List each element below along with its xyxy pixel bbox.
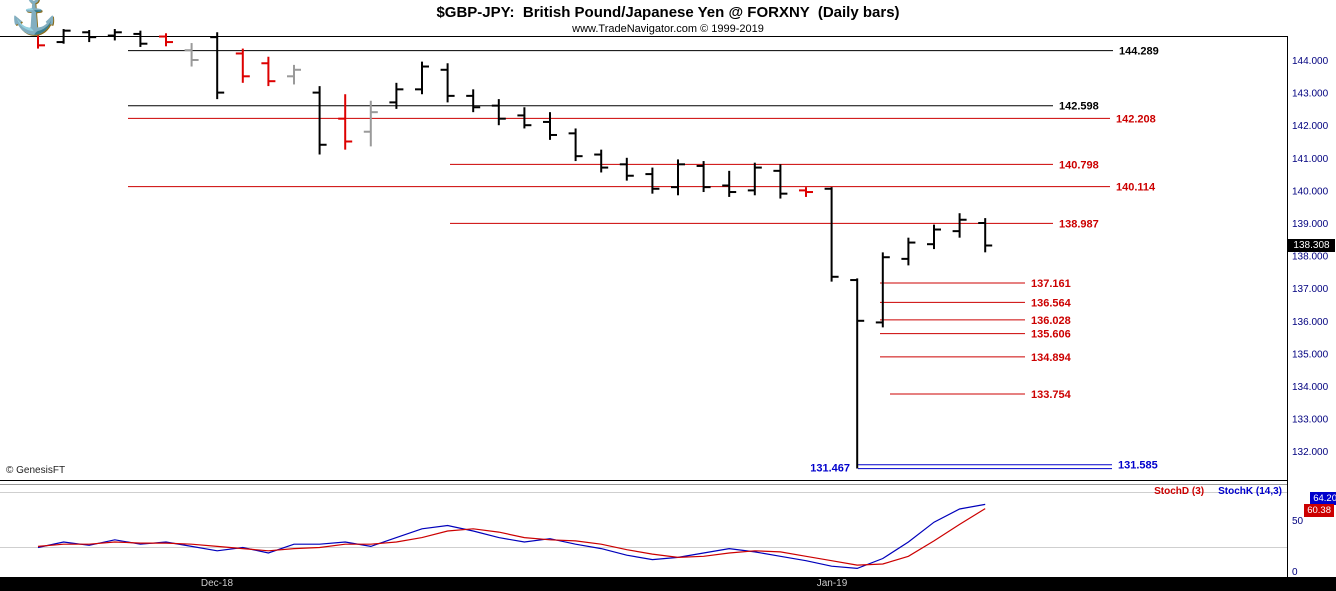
price-axis-tick-label: 139.000: [1292, 219, 1329, 230]
genesis-anchor-logo-icon[interactable]: ⚓: [10, 0, 58, 36]
chart-title: $GBP-JPY: British Pound/Japanese Yen @ F…: [436, 4, 900, 21]
price-axis-tick-label: 144.000: [1292, 56, 1329, 67]
stochd-legend-label[interactable]: StochD (3): [1154, 486, 1205, 497]
stochk-value-box: 64.20: [1310, 492, 1336, 505]
price-level-label: 142.598: [1059, 101, 1099, 113]
price-axis-tick-label: 136.000: [1292, 317, 1329, 328]
price-level-label: 140.798: [1059, 159, 1099, 171]
price-level-label: 137.161: [1031, 278, 1071, 290]
price-level-label: 136.564: [1031, 297, 1072, 309]
x-axis-label-dec18: Dec-18: [200, 578, 234, 589]
stochd-value-box: 60.38: [1304, 504, 1334, 517]
price-level-label: 136.028: [1031, 315, 1071, 327]
x-axis-label-jan19: Jan-19: [816, 578, 848, 589]
price-level-label-left: 131.467: [810, 463, 850, 475]
stochd-line[interactable]: [37, 508, 986, 566]
stochk-legend-label[interactable]: StochK (14,3): [1218, 486, 1282, 497]
price-axis-tick-label: 132.000: [1292, 447, 1329, 458]
price-axis-tick-label: 138.000: [1292, 252, 1329, 263]
price-level-label: 135.606: [1031, 329, 1071, 341]
price-level-label: 140.114: [1116, 182, 1156, 194]
genesisft-copyright: © GenesisFT: [6, 465, 66, 476]
price-axis-tick-label: 135.000: [1292, 349, 1329, 360]
price-axis-tick-label: 143.000: [1292, 89, 1329, 100]
price-axis-tick-label: 142.000: [1292, 121, 1329, 132]
stoch-legend: StochD (3) StochK (14,3): [1154, 486, 1282, 497]
price-level-label: 142.208: [1116, 113, 1156, 125]
price-level-label: 134.894: [1031, 352, 1072, 364]
price-axis-tick-label: 140.000: [1292, 186, 1329, 197]
current-price-box: 138.308: [1288, 239, 1335, 252]
price-level-label: 144.289: [1119, 46, 1159, 58]
chart-subtitle: www.TradeNavigator.com © 1999-2019: [572, 23, 764, 35]
stochk-line[interactable]: [37, 503, 986, 570]
price-axis-tick-label: 134.000: [1292, 382, 1329, 393]
price-axis-tick-label: 141.000: [1292, 154, 1329, 165]
price-axis-tick-label: 137.000: [1292, 284, 1329, 295]
stoch-axis-tick-label: 50: [1292, 516, 1304, 527]
price-axis-tick-label: 133.000: [1292, 415, 1329, 426]
price-level-label: 138.987: [1059, 218, 1099, 230]
price-level-label: 131.585: [1118, 460, 1158, 472]
time-axis-bar[interactable]: [0, 577, 1336, 591]
stoch-axis-tick-label: 0: [1292, 567, 1298, 578]
price-level-label: 133.754: [1031, 389, 1072, 401]
